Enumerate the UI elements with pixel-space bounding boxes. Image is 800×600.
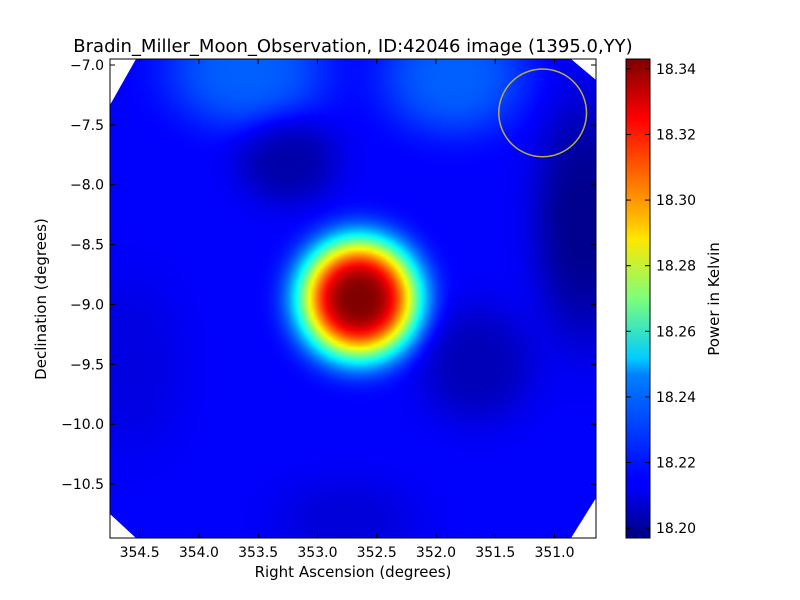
plot-area (109, 58, 597, 539)
colorbar-tick-label: 18.32 (656, 127, 696, 143)
colorbar-ticks: 18.20 18.22 18.24 18.26 18.28 18.30 18.32 18.34 (626, 62, 696, 537)
x-tick-label: 352.5 (357, 545, 397, 561)
x-tick-label: 353.5 (238, 545, 278, 561)
x-tick-label: 354.5 (120, 545, 160, 561)
colorbar-label: Power in Kelvin (705, 242, 723, 356)
y-tick-label: −8.0 (70, 178, 104, 194)
chart-title: Bradin_Miller_Moon_Observation, ID:42046… (73, 36, 632, 57)
colorbar-tick-label: 18.28 (656, 259, 696, 275)
colorbar-tick-label: 18.22 (656, 456, 696, 472)
colorbar-tick-label: 18.24 (656, 390, 696, 406)
x-tick-label: 353.0 (297, 545, 337, 561)
colorbar: 18.20 18.22 18.24 18.26 18.28 18.30 18.32 18.34… (625, 58, 723, 539)
x-tick-label: 351.5 (475, 545, 515, 561)
colorbar-tick-label: 18.26 (656, 324, 696, 340)
y-tick-label: −10.5 (61, 477, 104, 493)
x-axis-ticks: 354.5 354.0 353.5 353.0 352.5 352.0 351.5 351.0 (120, 59, 575, 561)
y-axis-ticks: −7.0 −7.5 −8.0 −8.5 −9.0 −9.5 −10.0 −10.5 (61, 58, 596, 493)
x-tick-label: 351.0 (534, 545, 574, 561)
x-tick-label: 354.0 (179, 545, 219, 561)
heatmap-image (110, 59, 596, 538)
y-tick-label: −7.5 (70, 118, 104, 134)
x-tick-label: 352.0 (416, 545, 456, 561)
plot-frame (109, 58, 597, 539)
y-tick-label: −10.0 (61, 417, 104, 433)
x-axis-label: Right Ascension (degrees) (255, 563, 452, 581)
y-tick-label: −9.0 (70, 297, 104, 313)
colorbar-gradient (625, 58, 651, 539)
beam-circle (498, 68, 588, 158)
y-tick-label: −7.0 (70, 58, 104, 74)
y-tick-label: −9.5 (70, 357, 104, 373)
y-tick-label: −8.5 (70, 238, 104, 254)
colorbar-tick-label: 18.30 (656, 193, 696, 209)
colorbar-tick-label: 18.20 (656, 521, 696, 537)
colorbar-tick-label: 18.34 (656, 62, 696, 78)
y-axis-label: Declination (degrees) (32, 218, 50, 380)
